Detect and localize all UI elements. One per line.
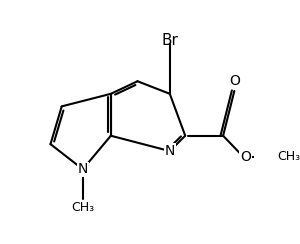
Text: CH₃: CH₃ <box>278 150 300 163</box>
Text: N: N <box>165 144 175 158</box>
Text: Br: Br <box>161 33 178 48</box>
Text: CH₃: CH₃ <box>71 201 94 214</box>
Text: O: O <box>229 74 240 89</box>
Text: N: N <box>78 162 88 176</box>
Text: O: O <box>240 150 251 164</box>
